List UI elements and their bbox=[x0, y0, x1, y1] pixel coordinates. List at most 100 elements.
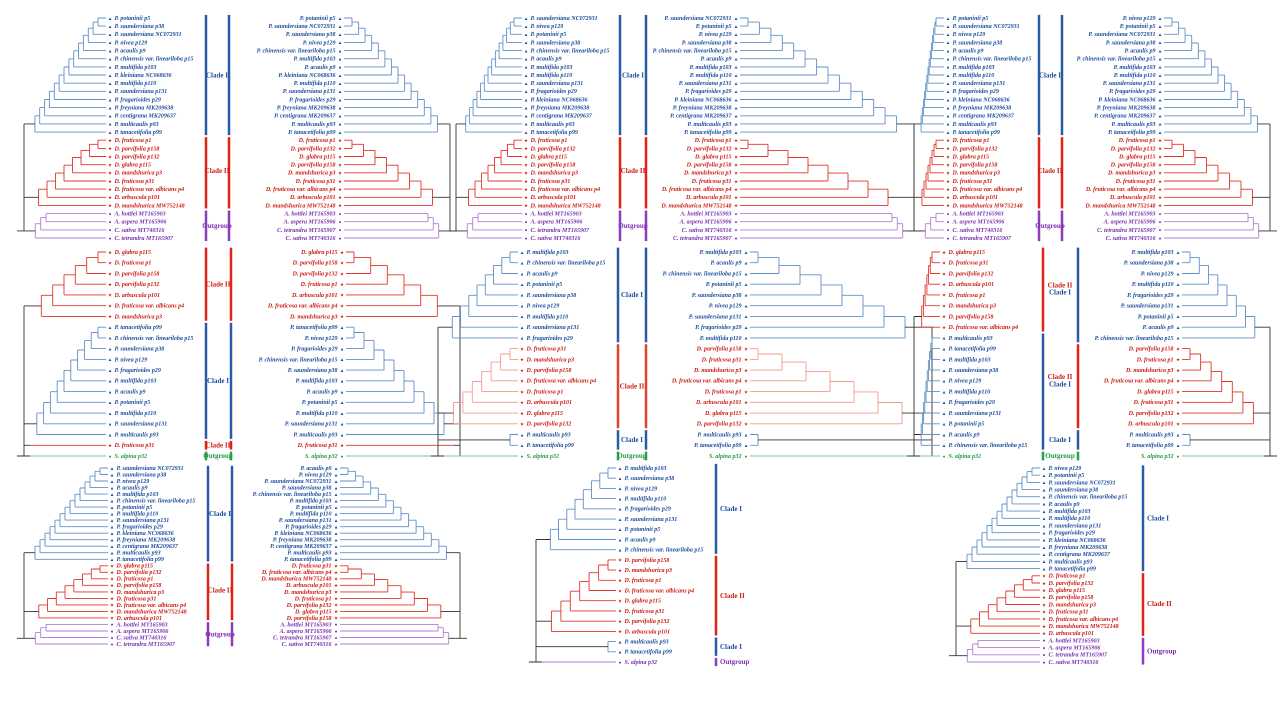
taxon-marker: ★ bbox=[1158, 203, 1163, 208]
taxon-label: A. aspera MT165906 bbox=[952, 220, 1005, 226]
clade-label: Clade II bbox=[1048, 281, 1073, 289]
taxon-label: A. hottlei MT165903 bbox=[1103, 211, 1155, 217]
taxon-marker: ★ bbox=[340, 443, 345, 448]
tree-panel-11: ★ D. glabra p115★ D. fruticosa p31★ D. parv… bbox=[907, 250, 1027, 460]
taxon-marker: ▲ bbox=[1176, 336, 1181, 341]
taxon-marker: ▲ bbox=[108, 97, 113, 102]
taxon-label: P. multifida p110 bbox=[527, 314, 569, 320]
taxon-label: D. fruticosa p1 bbox=[116, 577, 154, 583]
taxon-marker: ★ bbox=[108, 203, 113, 208]
taxon-label: D. fruticosa p1 bbox=[300, 282, 338, 288]
taxon-marker: ★ bbox=[520, 389, 525, 394]
taxon-label: D. fruticosa var. albicans p4 bbox=[948, 325, 1019, 331]
taxon-label: D. parvifolia p132 bbox=[114, 154, 160, 160]
taxon-marker: ★ bbox=[338, 203, 343, 208]
taxon-marker: ▲ bbox=[618, 496, 623, 501]
taxon-marker: ★ bbox=[946, 154, 951, 159]
taxon-label: C. tetrandra MT165907 bbox=[953, 236, 1013, 242]
taxon-label: P. multifida p103 bbox=[699, 250, 741, 256]
taxon-marker: ★ bbox=[734, 187, 739, 192]
taxon-label: D. fruticosa p31 bbox=[701, 357, 742, 363]
taxon-label: P. multifida p110 bbox=[296, 411, 338, 417]
taxon-marker: ★ bbox=[618, 599, 623, 604]
taxon-marker: ★ bbox=[524, 146, 529, 151]
taxon-marker: ▲ bbox=[618, 639, 623, 644]
taxon-label: D. fruticosa p31 bbox=[1115, 179, 1156, 185]
clade-label: Clade I bbox=[207, 377, 229, 385]
taxon-label: P. saundersiana p38 bbox=[527, 293, 577, 299]
taxon-label: D. parvifolia p158 bbox=[526, 368, 572, 374]
taxon-marker: ▲ bbox=[524, 122, 529, 127]
taxon-marker: ★ bbox=[334, 596, 339, 601]
tree-branches bbox=[440, 552, 467, 639]
taxon-label: P. freyniana MK209638 bbox=[273, 538, 332, 544]
taxon-marker: ★ bbox=[520, 400, 525, 405]
taxon-label: D. mandshurica MW752148 bbox=[116, 609, 187, 615]
taxon-marker: ▲ bbox=[744, 250, 749, 255]
taxon-label: P. saundersiana p131 bbox=[679, 81, 732, 87]
taxon-label: D. mandshurica MW752148 bbox=[530, 203, 601, 209]
taxon-label: P. saundersiana p131 bbox=[625, 517, 678, 523]
clade-bar bbox=[1060, 210, 1064, 242]
taxon-label: D. fruticosa p1 bbox=[952, 138, 990, 144]
taxon-label: P. multifida p103 bbox=[115, 65, 157, 71]
taxon-label: P. tanacetifolia p99 bbox=[1049, 566, 1096, 572]
taxon-label: D. parvifolia p158 bbox=[1048, 595, 1094, 601]
taxon-marker: ▲ bbox=[334, 551, 339, 556]
taxon-marker: ▲ bbox=[942, 389, 947, 394]
taxon-marker: ★ bbox=[1176, 389, 1181, 394]
taxon-marker: ★ bbox=[340, 261, 345, 266]
taxon-marker: ▲ bbox=[520, 443, 525, 448]
taxon-marker: ▲ bbox=[110, 557, 115, 562]
taxon-label: D. parvifolia p132 bbox=[116, 570, 162, 576]
taxon-label: P. acaulis p9 bbox=[625, 537, 656, 543]
taxon-label: P. multicaulis p93 bbox=[625, 639, 669, 645]
taxon-label: D. mandshurica p3 bbox=[1107, 171, 1156, 177]
taxon-marker: ★ bbox=[1176, 422, 1181, 427]
taxon-label: D. arbuscula p101 bbox=[530, 195, 577, 201]
clade-bar bbox=[229, 440, 233, 450]
taxon-marker: ▲ bbox=[108, 411, 113, 416]
taxon-marker: ★ bbox=[338, 187, 343, 192]
taxon-label: P. multicaulis p93 bbox=[953, 122, 997, 128]
taxon-label: P. tanacetifolia p99 bbox=[290, 325, 337, 331]
taxon-marker: ★ bbox=[618, 578, 623, 583]
taxon-marker: ▲ bbox=[744, 303, 749, 308]
taxon-label: D. fruticosa p31 bbox=[1048, 610, 1089, 616]
taxon-marker: ● bbox=[525, 228, 528, 233]
taxon-marker: ▲ bbox=[338, 16, 343, 21]
taxon-marker: ▲ bbox=[110, 479, 115, 484]
taxon-label: P. multifida p110 bbox=[115, 411, 157, 417]
clade-bar bbox=[1037, 14, 1041, 136]
taxon-label: P. fragarioides p29 bbox=[1049, 531, 1095, 537]
taxon-marker: ★ bbox=[744, 389, 749, 394]
taxon-marker: ★ bbox=[744, 346, 749, 351]
taxon-label: D. glabra p115 bbox=[624, 599, 662, 605]
clade-label: Clade II bbox=[205, 167, 230, 175]
taxon-label: D. fruticosa p31 bbox=[530, 179, 571, 185]
taxon-marker: ★ bbox=[520, 368, 525, 373]
taxon-marker: ▲ bbox=[108, 89, 113, 94]
taxon-label: P. centigrana MK209637 bbox=[953, 114, 1015, 120]
clade-bar bbox=[230, 563, 234, 621]
taxon-marker: ▲ bbox=[946, 48, 951, 53]
tree-panel-13: ▲ P. saundersiana NC072931▲ P. saundersian… bbox=[17, 466, 195, 648]
taxon-marker: ★ bbox=[334, 570, 339, 575]
taxon-label: C. tetrandra MT165907 bbox=[1049, 653, 1109, 659]
taxon-marker: ▲ bbox=[338, 73, 343, 78]
taxon-label: P. saundersiana NC072931 bbox=[1049, 480, 1116, 486]
taxon-marker: ▲ bbox=[108, 48, 113, 53]
taxon-label: D. mandshurica p3 bbox=[114, 314, 163, 320]
taxon-label: D. fruticosa var. albicans p4 bbox=[116, 603, 187, 609]
taxon-marker: ▲ bbox=[618, 527, 623, 532]
taxon-label: D. parvifolia p158 bbox=[114, 271, 160, 277]
taxon-marker: ▲ bbox=[1042, 523, 1047, 528]
taxon-label: P. tanacetifolia p99 bbox=[117, 557, 164, 563]
taxon-marker: ★ bbox=[338, 154, 343, 159]
clade-bar bbox=[1076, 430, 1080, 450]
taxon-marker: ▲ bbox=[334, 466, 339, 471]
taxon-label: A. aspera MT165906 bbox=[283, 220, 336, 226]
taxon-label: P. multifida p110 bbox=[690, 73, 732, 79]
taxon-label: P. potaninii p5 bbox=[706, 282, 742, 288]
taxon-label: D. fruticosa var. albicans p4 bbox=[1085, 187, 1156, 193]
